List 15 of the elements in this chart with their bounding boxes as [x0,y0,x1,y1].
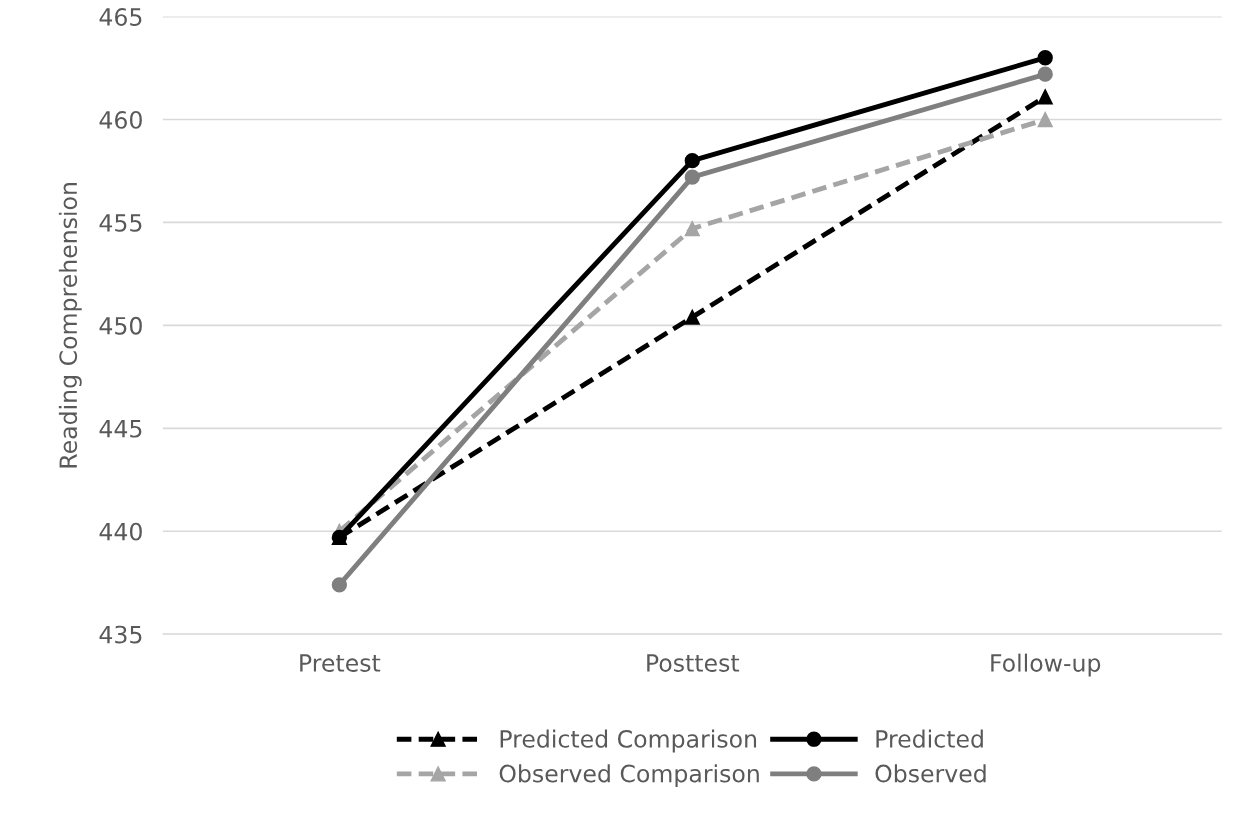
y-axis-title: Reading Comprehension [58,183,82,468]
legend-label: Observed Comparison [499,764,759,788]
y-tick-label: 440 [99,522,142,541]
legend-label: Predicted [876,729,983,748]
x-tick-label: Follow-up [991,653,1101,677]
x-tick-label: Pretest [300,654,381,672]
x-tick-label: Posttest [647,654,740,672]
y-tick-label: 445 [99,420,142,438]
y-tick-label: 455 [99,214,142,232]
y-tick-label: 465 [99,8,142,26]
y-tick-label: 435 [99,625,142,644]
legend-label: Observed [875,764,986,783]
y-tick-label: 450 [99,316,142,335]
legend-label: Predicted Comparison [500,729,757,753]
y-tick-label: 460 [99,110,142,129]
